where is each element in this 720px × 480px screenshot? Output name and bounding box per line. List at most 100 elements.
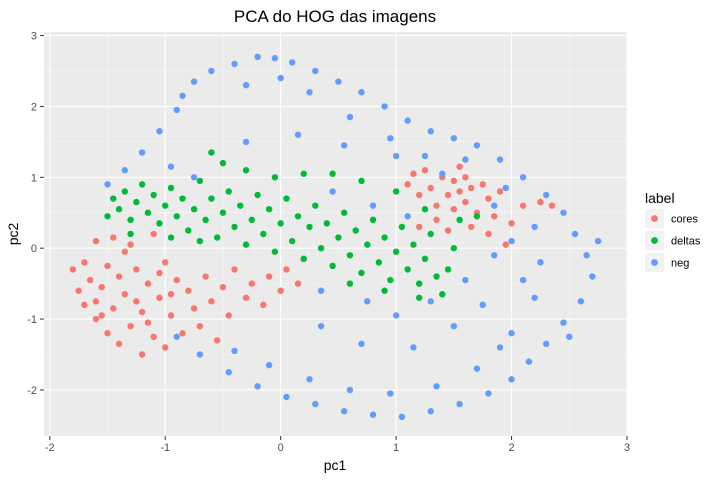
data-point-cores xyxy=(248,280,256,287)
x-tick-label: -1 xyxy=(160,442,170,454)
x-tick-label: 3 xyxy=(624,442,630,454)
data-point-cores xyxy=(92,315,100,323)
data-point-neg xyxy=(542,191,550,199)
data-point-neg xyxy=(340,407,348,415)
data-point-cores xyxy=(208,298,215,305)
data-point-cores xyxy=(144,319,152,326)
data-point-deltas xyxy=(242,167,250,174)
chart-title: PCA do HOG das imagens xyxy=(234,7,436,26)
data-point-neg xyxy=(225,369,232,376)
y-tick-label: -1 xyxy=(27,314,37,326)
data-point-neg xyxy=(491,202,498,209)
data-point-deltas xyxy=(179,195,186,202)
data-point-cores xyxy=(456,163,463,170)
data-point-neg xyxy=(392,152,400,160)
data-point-cores xyxy=(294,280,302,287)
x-tick-label: -2 xyxy=(45,442,55,454)
data-point-deltas xyxy=(138,181,146,188)
data-point-deltas xyxy=(415,280,423,287)
data-point-cores xyxy=(98,312,105,319)
data-point-cores xyxy=(433,216,440,224)
data-point-deltas xyxy=(196,237,204,245)
data-point-deltas xyxy=(271,174,279,181)
data-point-neg xyxy=(421,152,429,160)
data-point-neg xyxy=(479,301,486,309)
data-point-deltas xyxy=(127,216,134,224)
data-point-neg xyxy=(346,113,354,121)
data-point-cores xyxy=(75,287,82,294)
data-point-cores xyxy=(138,351,146,358)
data-point-deltas xyxy=(190,205,198,213)
data-point-neg xyxy=(410,344,417,351)
data-point-deltas xyxy=(346,252,354,259)
data-point-neg xyxy=(294,131,302,138)
data-point-cores xyxy=(190,305,198,312)
data-point-deltas xyxy=(196,177,204,185)
data-point-neg xyxy=(167,163,175,170)
data-point-neg xyxy=(450,322,458,330)
data-point-cores xyxy=(110,234,117,241)
data-point-neg xyxy=(254,53,261,61)
data-point-cores xyxy=(496,188,504,195)
data-point-deltas xyxy=(439,291,446,298)
data-point-neg xyxy=(156,128,163,135)
data-point-deltas xyxy=(237,202,244,209)
data-point-neg xyxy=(254,383,261,390)
data-point-deltas xyxy=(317,244,325,252)
data-point-neg xyxy=(271,55,279,62)
data-point-deltas xyxy=(283,195,290,202)
data-point-cores xyxy=(508,220,515,227)
data-point-deltas xyxy=(110,195,117,202)
data-point-deltas xyxy=(312,202,319,209)
y-tick-label: 2 xyxy=(31,101,37,113)
data-point-deltas xyxy=(410,241,417,248)
data-point-neg xyxy=(531,223,538,231)
data-point-neg xyxy=(496,344,504,351)
data-point-deltas xyxy=(242,241,250,248)
data-point-neg xyxy=(502,184,509,192)
legend-items: cores deltas neg xyxy=(645,209,701,272)
data-point-deltas xyxy=(260,230,267,238)
data-point-cores xyxy=(69,266,77,273)
data-point-deltas xyxy=(127,230,134,238)
data-point-deltas xyxy=(323,220,331,227)
data-point-deltas xyxy=(150,191,157,199)
data-point-neg xyxy=(519,276,527,284)
data-point-deltas xyxy=(289,237,296,245)
data-point-cores xyxy=(92,237,100,245)
data-point-neg xyxy=(525,358,533,365)
data-point-cores xyxy=(121,291,129,298)
data-point-neg xyxy=(387,390,394,397)
data-point-neg xyxy=(531,294,538,301)
data-point-cores xyxy=(150,230,157,238)
data-point-neg xyxy=(317,287,325,294)
data-point-cores xyxy=(427,184,434,192)
legend-key-cores xyxy=(651,215,658,222)
data-point-neg xyxy=(231,60,238,68)
data-point-neg xyxy=(196,351,204,358)
data-point-neg xyxy=(179,92,186,99)
data-point-cores xyxy=(127,241,134,248)
data-point-neg xyxy=(121,167,129,174)
y-axis-ticks: -2 -1 0 1 2 3 xyxy=(27,31,44,397)
data-point-cores xyxy=(462,198,469,206)
data-point-neg xyxy=(594,237,602,245)
x-tick-label: 2 xyxy=(508,442,514,454)
data-point-deltas xyxy=(427,230,434,238)
data-point-neg xyxy=(340,142,348,149)
data-point-cores xyxy=(502,241,509,248)
data-point-cores xyxy=(115,340,123,348)
data-point-cores xyxy=(81,301,88,309)
data-point-neg xyxy=(537,259,544,266)
data-point-neg xyxy=(427,407,434,415)
data-points xyxy=(69,53,602,421)
data-point-cores xyxy=(104,262,111,270)
data-point-deltas xyxy=(473,213,481,220)
data-point-neg xyxy=(571,230,579,238)
data-point-neg xyxy=(138,149,146,156)
data-point-cores xyxy=(138,308,146,316)
data-point-cores xyxy=(467,223,475,231)
data-point-deltas xyxy=(231,223,238,231)
data-point-neg xyxy=(358,89,365,96)
data-point-cores xyxy=(127,322,134,330)
